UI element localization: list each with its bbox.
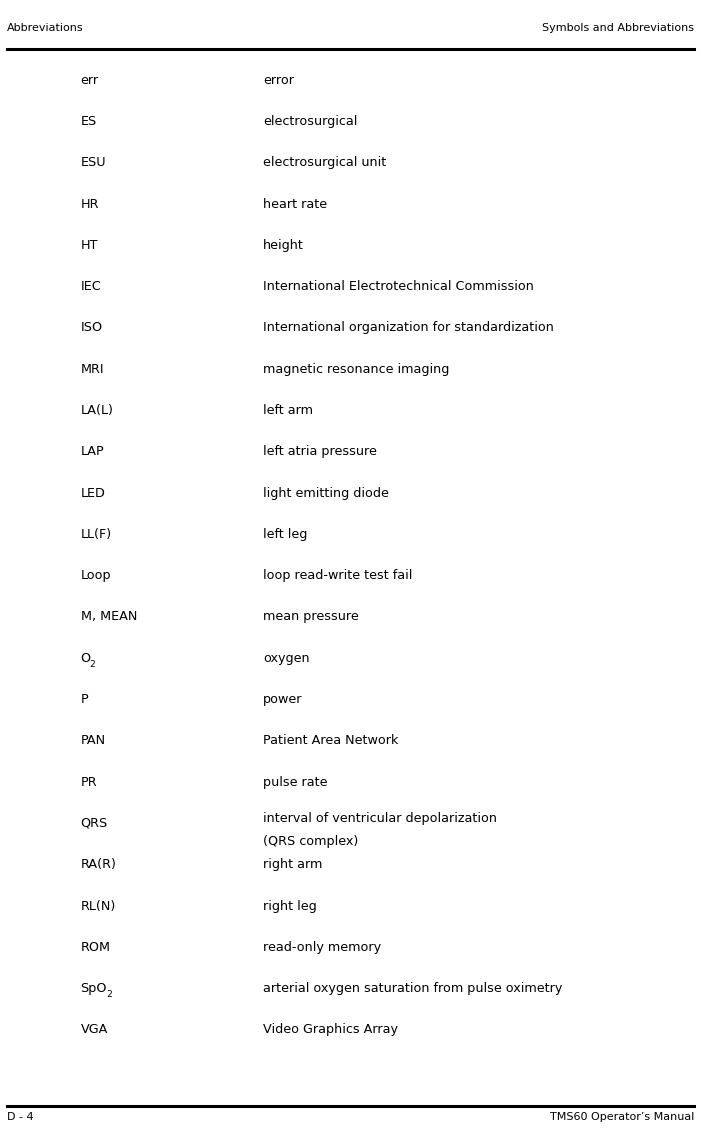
Text: interval of ventricular depolarization: interval of ventricular depolarization xyxy=(263,812,497,825)
Text: Loop: Loop xyxy=(81,570,111,582)
Text: pulse rate: pulse rate xyxy=(263,776,327,788)
Text: HT: HT xyxy=(81,239,98,252)
Text: left arm: left arm xyxy=(263,404,313,418)
Text: electrosurgical unit: electrosurgical unit xyxy=(263,157,386,169)
Text: read-only memory: read-only memory xyxy=(263,940,381,954)
Text: mean pressure: mean pressure xyxy=(263,611,359,623)
Text: International organization for standardization: International organization for standardi… xyxy=(263,321,554,334)
Text: D - 4: D - 4 xyxy=(7,1112,34,1122)
Text: ROM: ROM xyxy=(81,940,111,954)
Text: SpO: SpO xyxy=(81,983,107,995)
Text: ISO: ISO xyxy=(81,321,103,334)
Text: height: height xyxy=(263,239,304,252)
Text: HR: HR xyxy=(81,198,99,210)
Text: Patient Area Network: Patient Area Network xyxy=(263,734,398,747)
Text: 2: 2 xyxy=(106,991,111,1000)
Text: 2: 2 xyxy=(89,660,95,669)
Text: International Electrotechnical Commission: International Electrotechnical Commissio… xyxy=(263,280,533,293)
Text: VGA: VGA xyxy=(81,1024,108,1036)
Text: LAP: LAP xyxy=(81,445,104,459)
Text: Abbreviations: Abbreviations xyxy=(7,23,83,33)
Text: (QRS complex): (QRS complex) xyxy=(263,835,358,848)
Text: right arm: right arm xyxy=(263,858,322,872)
Text: O: O xyxy=(81,652,90,665)
Text: M, MEAN: M, MEAN xyxy=(81,611,137,623)
Text: ES: ES xyxy=(81,114,97,128)
Text: arterial oxygen saturation from pulse oximetry: arterial oxygen saturation from pulse ox… xyxy=(263,983,562,995)
Text: oxygen: oxygen xyxy=(263,652,310,665)
Text: PAN: PAN xyxy=(81,734,106,747)
Text: RL(N): RL(N) xyxy=(81,899,116,913)
Text: error: error xyxy=(263,73,294,87)
Text: loop read-write test fail: loop read-write test fail xyxy=(263,570,412,582)
Text: ESU: ESU xyxy=(81,157,107,169)
Text: right leg: right leg xyxy=(263,899,317,913)
Text: QRS: QRS xyxy=(81,817,108,829)
Text: RA(R): RA(R) xyxy=(81,858,116,872)
Text: IEC: IEC xyxy=(81,280,102,293)
Text: TMS60 Operator’s Manual: TMS60 Operator’s Manual xyxy=(550,1112,694,1122)
Text: err: err xyxy=(81,73,99,87)
Text: MRI: MRI xyxy=(81,363,104,375)
Text: Video Graphics Array: Video Graphics Array xyxy=(263,1024,398,1036)
Text: power: power xyxy=(263,693,302,706)
Text: left atria pressure: left atria pressure xyxy=(263,445,376,459)
Text: light emitting diode: light emitting diode xyxy=(263,486,389,500)
Text: left leg: left leg xyxy=(263,527,307,541)
Text: electrosurgical: electrosurgical xyxy=(263,114,358,128)
Text: LED: LED xyxy=(81,486,105,500)
Text: PR: PR xyxy=(81,776,97,788)
Text: Symbols and Abbreviations: Symbols and Abbreviations xyxy=(542,23,694,33)
Text: LA(L): LA(L) xyxy=(81,404,114,418)
Text: LL(F): LL(F) xyxy=(81,527,111,541)
Text: magnetic resonance imaging: magnetic resonance imaging xyxy=(263,363,449,375)
Text: P: P xyxy=(81,693,88,706)
Text: heart rate: heart rate xyxy=(263,198,327,210)
